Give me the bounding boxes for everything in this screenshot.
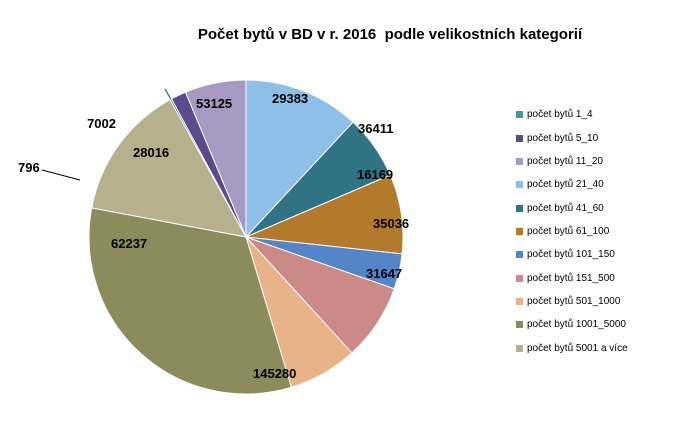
legend-swatch <box>516 297 523 305</box>
legend-label: počet bytů 5001 a více <box>527 342 628 354</box>
data-label: 29383 <box>272 91 308 106</box>
legend-item: počet bytů 101_150 <box>516 243 628 266</box>
legend-label: počet bytů 41_60 <box>527 202 604 214</box>
legend-label: počet bytů 1001_5000 <box>527 319 626 331</box>
data-label: 36411 <box>358 121 393 136</box>
legend-label: počet bytů 11_20 <box>527 155 603 167</box>
pie-slice <box>245 79 354 239</box>
legend-swatch <box>516 321 523 329</box>
leader-line <box>41 169 81 181</box>
legend-swatch <box>516 204 523 212</box>
legend-item: počet bytů 5_10 <box>516 126 628 149</box>
legend: počet bytů 1_4 počet bytů 5_10 počet bytů … <box>516 103 628 360</box>
legend-item: počet bytů 61_100 <box>516 220 628 243</box>
legend-swatch <box>516 344 523 352</box>
data-label: 31647 <box>366 266 402 281</box>
legend-item: počet bytů 11_20 <box>516 150 628 173</box>
data-label: 7002 <box>87 116 116 131</box>
legend-item: počet bytů 41_60 <box>516 196 628 219</box>
legend-item: počet bytů 5001 a více <box>516 336 628 359</box>
legend-item: počet bytů 151_500 <box>516 266 628 289</box>
legend-swatch <box>516 157 523 165</box>
data-label: 16169 <box>357 167 393 182</box>
legend-item: počet bytů 21_40 <box>516 173 628 196</box>
legend-item: počet bytů 1_4 <box>516 103 628 126</box>
legend-swatch <box>516 251 523 259</box>
legend-item: počet bytů 501_1000 <box>516 290 628 313</box>
chart-title: Počet bytů v BD v r. 2016 podle velikost… <box>197 26 583 43</box>
legend-item: počet bytů 1001_5000 <box>516 313 628 336</box>
legend-swatch <box>516 111 523 119</box>
legend-label: počet bytů 61_100 <box>527 225 610 237</box>
legend-swatch <box>516 134 523 142</box>
data-label: 28016 <box>133 145 169 160</box>
data-label: 145280 <box>253 366 296 381</box>
pie-slice <box>91 98 247 238</box>
legend-label: počet bytů 1_4 <box>527 109 593 121</box>
legend-swatch <box>516 227 523 235</box>
data-label: 35036 <box>373 216 409 231</box>
legend-label: počet bytů 501_1000 <box>527 295 621 307</box>
legend-label: počet bytů 5_10 <box>527 132 599 144</box>
pie-slice <box>184 79 247 238</box>
pie-slice <box>88 207 293 395</box>
data-label-exploded: 796 <box>18 160 40 175</box>
legend-swatch <box>516 274 523 282</box>
legend-swatch <box>516 181 523 189</box>
data-label: 62237 <box>111 236 147 251</box>
legend-label: počet bytů 21_40 <box>527 179 604 191</box>
data-label: 53125 <box>196 96 232 111</box>
legend-label: počet bytů 151_500 <box>527 272 615 284</box>
legend-label: počet bytů 101_150 <box>527 249 615 261</box>
